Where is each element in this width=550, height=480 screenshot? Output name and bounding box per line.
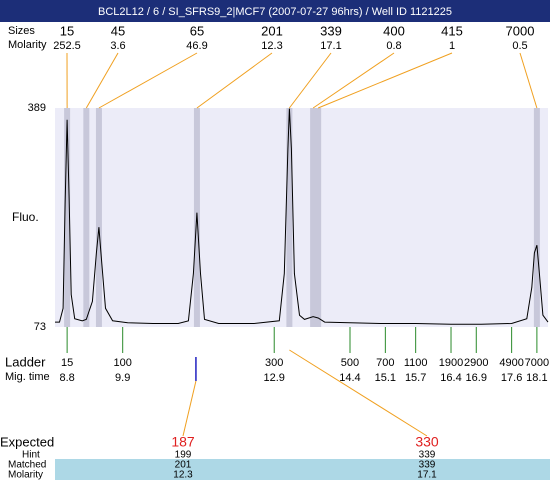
ladder-size: 100 xyxy=(114,357,132,369)
peak-molarity: 1 xyxy=(449,40,455,52)
peak-band xyxy=(315,108,322,327)
hint-value: 199 xyxy=(175,450,192,461)
matched-label: Matched xyxy=(8,460,46,471)
ladder-size: 1900 xyxy=(439,357,463,369)
ladder-time: 8.8 xyxy=(59,372,74,384)
peak-size: 7000 xyxy=(506,23,535,38)
mig-time-label: Mig. time xyxy=(5,371,50,383)
molarity-value: 17.1 xyxy=(417,470,437,480)
peak-size: 45 xyxy=(111,23,125,38)
y-tick-label: 73 xyxy=(34,321,46,333)
peak-connector xyxy=(196,52,273,109)
peak-size: 400 xyxy=(383,23,405,38)
peak-band xyxy=(64,108,71,327)
peak-molarity: 46.9 xyxy=(186,40,207,52)
peak-molarity: 252.5 xyxy=(53,40,81,52)
ladder-time: 12.9 xyxy=(264,372,285,384)
ladder-size: 15 xyxy=(61,357,73,369)
y-axis-label: Fluo. xyxy=(12,210,39,224)
molarity-label: Molarity xyxy=(8,470,43,480)
expected-value: 330 xyxy=(415,434,439,450)
peak-connector xyxy=(312,52,395,109)
peak-size: 65 xyxy=(190,23,204,38)
expected-label: Expected xyxy=(0,434,54,449)
expected-connector xyxy=(289,349,428,437)
peak-size: 15 xyxy=(60,23,74,38)
plot-area xyxy=(55,108,548,327)
ladder-size: 700 xyxy=(376,357,394,369)
ladder-time: 14.4 xyxy=(339,372,360,384)
peak-molarity: 0.8 xyxy=(386,40,401,52)
peak-molarity: 12.3 xyxy=(261,40,282,52)
ladder-size: 500 xyxy=(341,357,359,369)
peak-band xyxy=(95,108,102,327)
trace xyxy=(55,108,549,325)
peak-connector xyxy=(85,52,119,109)
expected-connector xyxy=(182,380,197,437)
expected-value: 187 xyxy=(171,434,195,450)
peak-size: 339 xyxy=(320,23,342,38)
peak-band xyxy=(83,108,90,327)
chart-title: BCL2L12 / 6 / SI_SFRS9_2|MCF7 (2007-07-2… xyxy=(98,6,452,18)
ladder-size: 2900 xyxy=(464,357,488,369)
matched-band xyxy=(55,459,550,480)
ladder-size: 7000 xyxy=(525,357,549,369)
y-tick-label: 389 xyxy=(28,102,46,114)
peak-connector xyxy=(519,52,538,109)
peak-size: 201 xyxy=(261,23,283,38)
ladder-label: Ladder xyxy=(5,354,46,369)
ladder-size: 300 xyxy=(265,357,283,369)
title-bar xyxy=(0,0,550,22)
peak-size: 415 xyxy=(441,23,463,38)
peak-band xyxy=(310,108,317,327)
hint-value: 339 xyxy=(419,450,436,461)
peak-molarity: 17.1 xyxy=(320,40,341,52)
sizes-label: Sizes xyxy=(8,25,35,37)
peak-connector xyxy=(317,52,453,109)
ladder-size: 1100 xyxy=(404,357,428,369)
peak-band xyxy=(286,108,293,327)
hint-label: Hint xyxy=(22,450,40,461)
ladder-time: 15.1 xyxy=(375,372,396,384)
ladder-time: 18.1 xyxy=(526,372,547,384)
ladder-time: 15.7 xyxy=(405,372,426,384)
molarity-label: Molarity xyxy=(8,39,47,51)
ladder-time: 9.9 xyxy=(115,372,130,384)
peak-connector xyxy=(288,52,332,109)
peak-connector xyxy=(98,52,198,109)
peak-molarity: 3.6 xyxy=(110,40,125,52)
matched-value: 201 xyxy=(175,460,192,471)
ladder-time: 17.6 xyxy=(501,372,522,384)
molarity-value: 12.3 xyxy=(173,470,193,480)
peak-band xyxy=(533,108,540,327)
peak-molarity: 0.5 xyxy=(512,40,527,52)
ladder-time: 16.4 xyxy=(440,372,461,384)
matched-value: 339 xyxy=(419,460,436,471)
ladder-size: 4900 xyxy=(499,357,523,369)
ladder-time: 16.9 xyxy=(466,372,487,384)
